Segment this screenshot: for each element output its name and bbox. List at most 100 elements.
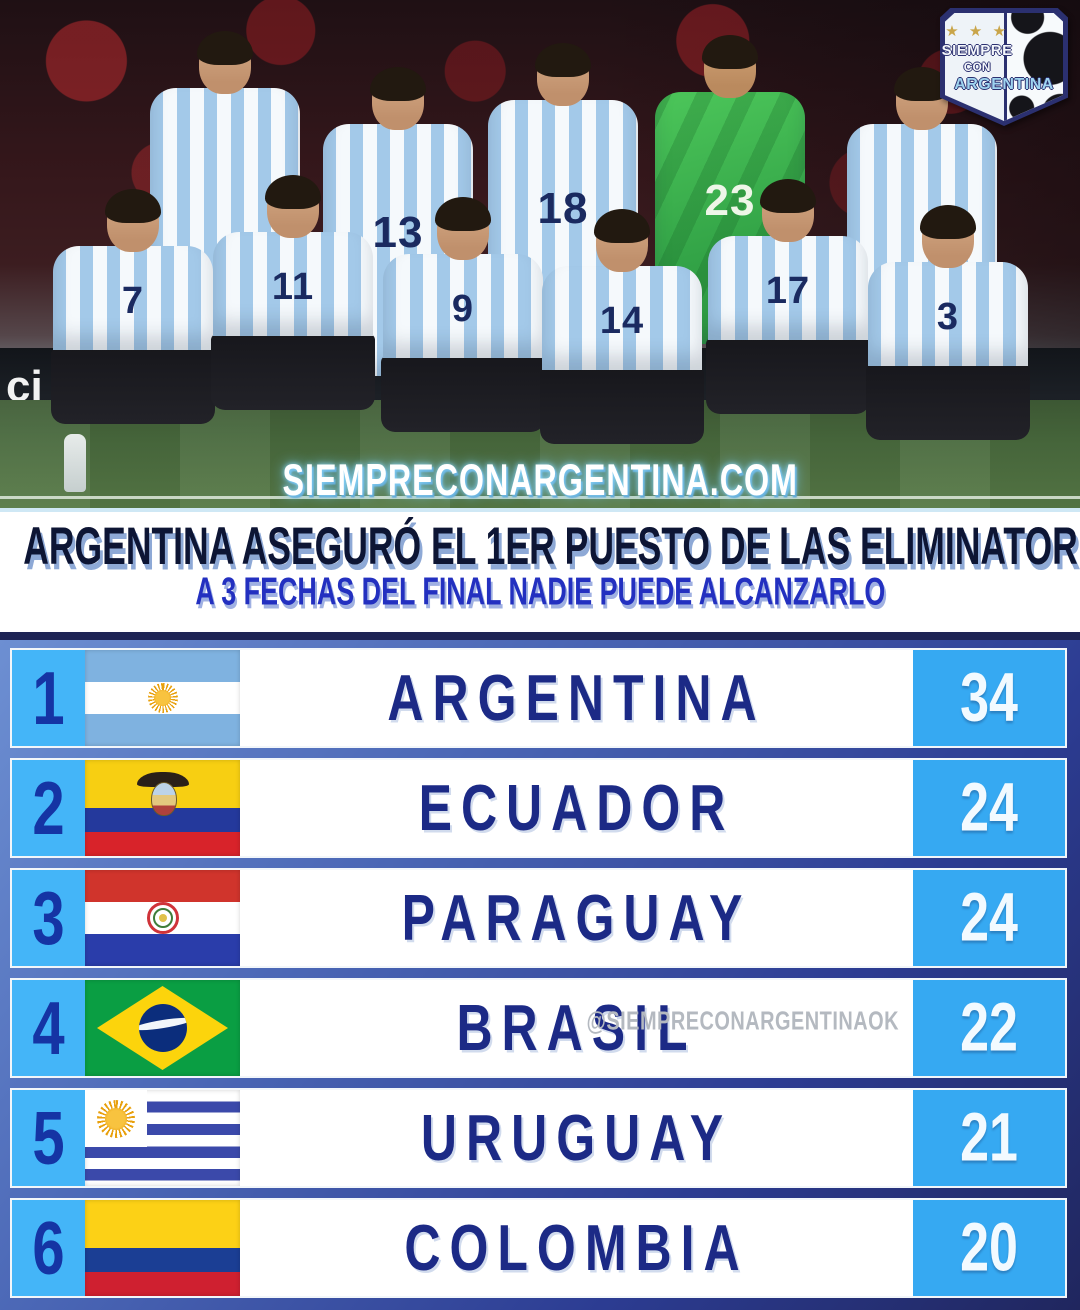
player-head [760,179,816,242]
player-shorts [866,364,1030,440]
player-hair [702,35,758,69]
country-cell: ARGENTINA [240,650,913,746]
rank-value: 6 [32,1205,65,1291]
headline-text: ARGENTINA ASEGURÓ EL 1ER PUESTO DE LAS E… [23,517,1080,576]
player-head [265,175,321,238]
country-name: BRASIL [456,991,697,1065]
rank-cell: 2 [12,760,85,856]
player-shorts [381,356,545,432]
points-cell: 24 [913,760,1065,856]
rank-value: 5 [32,1095,65,1181]
country-cell: BRASIL @SIEMPRECONARGENTINAOK [240,980,913,1076]
country-cell: COLOMBIA [240,1200,913,1296]
rank-cell: 5 [12,1090,85,1186]
rank-value: 2 [32,765,65,851]
logo-text-argentina: ARGENTINA [954,76,1054,93]
player-head [535,43,591,106]
rank-value: 3 [32,875,65,961]
logo-text-con: CON [963,60,991,74]
player-head [370,67,426,130]
team-photo: ci x 13 18 23 7 [0,0,1080,512]
player-front-3: 9 [380,197,546,432]
points-cell: 34 [913,650,1065,746]
subheadline-text: A 3 FECHAS DEL FINAL NADIE PUEDE ALCANZA… [195,569,885,613]
table-top-border [0,632,1080,640]
subheadline: A 3 FECHAS DEL FINAL NADIE PUEDE ALCANZA… [0,570,1080,613]
player-front-5: 17 [705,179,871,414]
jersey-number: 11 [271,266,315,308]
shield-body [945,13,1063,121]
flag-argentina [85,650,240,746]
player-hair [920,205,976,239]
country-cell: ECUADOR [240,760,913,856]
country-name: URUGUAY [420,1101,733,1175]
table-row: 5 URUGUAY 21 [10,1088,1067,1188]
player-front-2: 11 [210,175,376,410]
points-value: 24 [960,879,1018,957]
player-hair [435,197,491,231]
country-cell: PARAGUAY [240,870,913,966]
player-jersey: 14 [542,266,702,370]
player-jersey: 7 [53,246,213,350]
player-head [920,205,976,268]
sun-of-may-icon [147,683,178,713]
player-hair [105,189,161,223]
jersey-number: 3 [936,296,960,338]
headline: ARGENTINA ASEGURÓ EL 1ER PUESTO DE LAS E… [0,517,1080,575]
headline-band: ARGENTINA ASEGURÓ EL 1ER PUESTO DE LAS E… [0,516,1080,632]
table-panel: 1 ARGENTINA 34 2 ECUADOR 24 3 PARAGUAY 2… [0,640,1080,1310]
rank-value: 1 [32,655,65,741]
player-head [435,197,491,260]
player-hair [594,209,650,243]
brazil-globe-icon [138,1004,187,1052]
three-stars-icon: ★ ★ ★ [945,23,1009,40]
player-hair [197,31,253,65]
flag-colombia [85,1200,240,1296]
player-head [702,35,758,98]
table-row: 3 PARAGUAY 24 [10,868,1067,968]
points-value: 22 [960,989,1018,1067]
country-name: ECUADOR [418,771,735,845]
pitch-line [0,496,1080,499]
rank-cell: 3 [12,870,85,966]
brazil-banner-icon [138,1015,187,1033]
player-shorts [540,368,704,444]
player-hair [265,175,321,209]
sun-of-may-icon [97,1100,135,1138]
table-row: 4 BRASIL @SIEMPRECONARGENTINAOK 22 [10,978,1067,1078]
rank-cell: 6 [12,1200,85,1296]
flag-uruguay [85,1090,240,1186]
country-name: PARAGUAY [401,881,752,955]
flag-brazil [85,980,240,1076]
player-jersey: 17 [708,236,868,340]
player-front-6: 3 [865,205,1031,440]
jersey-number: 9 [451,288,475,330]
table-row: 1 ARGENTINA 34 [10,648,1067,748]
player-head [197,31,253,94]
points-cell: 21 [913,1090,1065,1186]
rank-cell: 1 [12,650,85,746]
player-head [105,189,161,252]
ecuador-coat-of-arms-icon [136,772,189,822]
player-front-1: 7 [50,189,216,424]
standings-table: 1 ARGENTINA 34 2 ECUADOR 24 3 PARAGUAY 2… [0,632,1080,1310]
siempre-con-argentina-logo: ★ ★ ★ SIEMPRE CON ARGENTINA [940,8,1068,126]
points-value: 20 [960,1209,1018,1287]
player-shorts [51,348,215,424]
points-value: 21 [960,1099,1018,1177]
shield-divider [1004,13,1007,121]
jersey-number: 18 [537,184,589,233]
website-overlay: SIEMPRECONARGENTINA.COM [0,456,1080,505]
country-cell: URUGUAY [240,1090,913,1186]
points-value: 34 [960,659,1018,737]
points-cell: 20 [913,1200,1065,1296]
rank-cell: 4 [12,980,85,1076]
player-jersey: 3 [868,262,1028,366]
flag-ecuador [85,760,240,856]
player-hair [760,179,816,213]
rank-value: 4 [32,985,65,1071]
watermark: @SIEMPRECONARGENTINAOK [586,1007,899,1036]
country-name: COLOMBIA [404,1211,749,1285]
player-jersey: 9 [383,254,543,358]
